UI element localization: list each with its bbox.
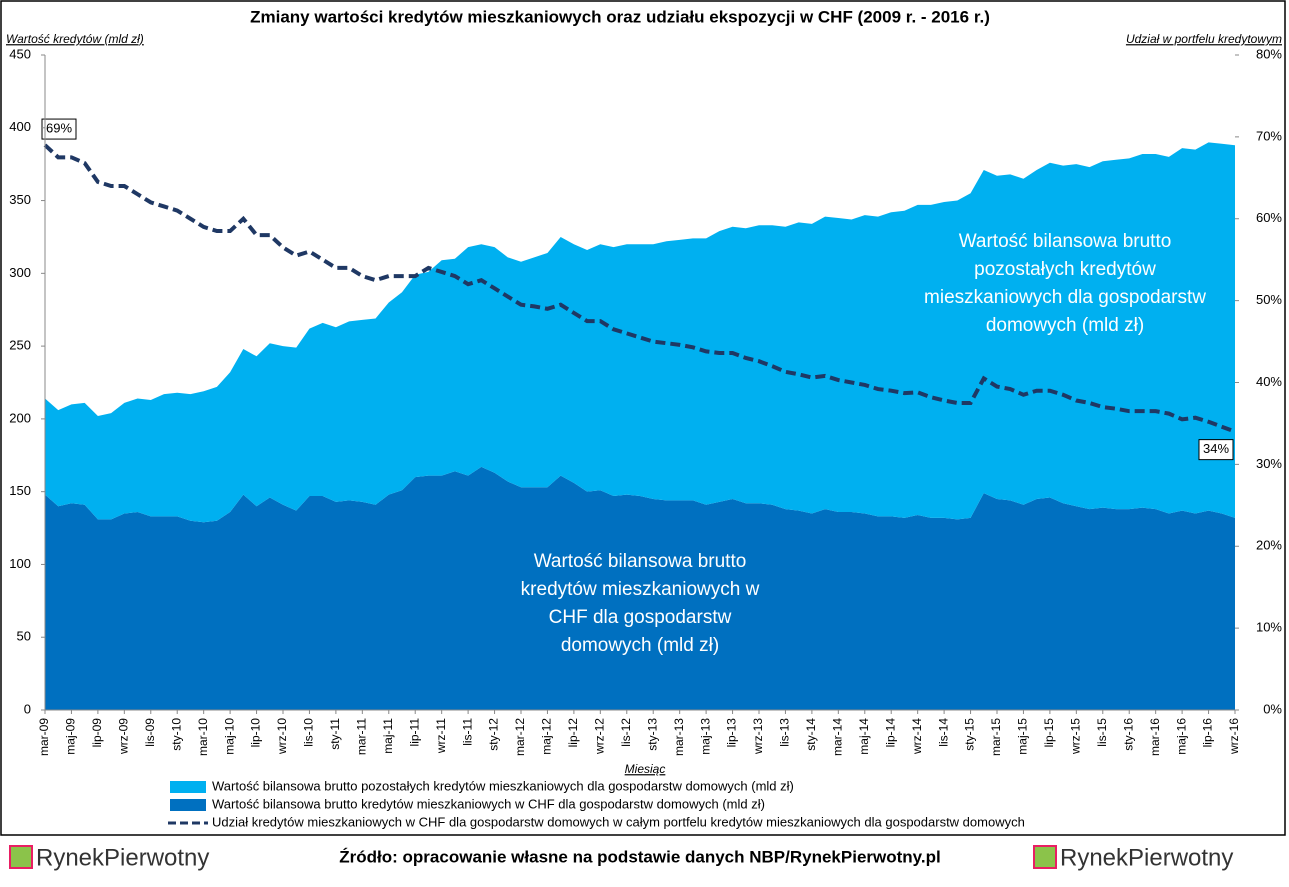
x-tick-label: lip-10 [249, 718, 263, 748]
x-tick-label: sty-10 [169, 718, 183, 751]
logo-icon [9, 845, 33, 869]
x-tick-label: maj-13 [698, 718, 712, 755]
x-tick-label: wrz-09 [117, 718, 131, 755]
x-tick-label: lip-09 [90, 718, 104, 748]
legend-label: Udział kredytów mieszkaniowych w CHF dla… [212, 814, 1025, 829]
x-tick-label: mar-11 [355, 718, 369, 755]
y2-tick-label: 30% [1256, 456, 1282, 471]
x-tick-label: lis-10 [302, 718, 316, 747]
x-tick-label: mar-13 [672, 718, 686, 756]
x-tick-label: wrz-11 [434, 718, 448, 754]
area-annotation: kredytów mieszkaniowych w [521, 579, 760, 600]
y-tick-label: 300 [9, 265, 31, 280]
y2-tick-label: 70% [1256, 128, 1282, 143]
y2-tick-label: 40% [1256, 374, 1282, 389]
chart-title: Zmiany wartości kredytów mieszkaniowych … [250, 7, 990, 26]
legend-label: Wartość bilansowa brutto pozostałych kre… [212, 778, 794, 793]
x-tick-label: sty-16 [1121, 718, 1135, 751]
source: Źródło: opracowanie własne na podstawie … [339, 847, 940, 866]
y-tick-label: 200 [9, 410, 31, 425]
data-label: 34% [1203, 441, 1229, 456]
x-tick-label: lis-12 [619, 718, 633, 747]
x-tick-label: maj-15 [1016, 718, 1030, 755]
area-annotation: CHF dla gospodarstw [549, 607, 732, 628]
x-tick-label: maj-16 [1174, 718, 1188, 755]
y2-tick-label: 80% [1256, 46, 1282, 61]
y2-tick-label: 10% [1256, 620, 1282, 635]
x-tick-label: lip-11 [407, 718, 421, 747]
x-tick-label: lip-12 [566, 718, 580, 748]
area-annotation: mieszkaniowych dla gospodarstw [924, 287, 1206, 308]
logo-icon [1033, 845, 1057, 869]
x-tick-label: maj-10 [222, 718, 236, 755]
y2-tick-label: 60% [1256, 210, 1282, 225]
y2-axis-title: Udział w portfelu kredytowym [1126, 32, 1282, 46]
x-tick-label: sty-11 [328, 718, 342, 750]
x-tick-label: maj-09 [64, 718, 78, 755]
x-tick-label: mar-16 [1148, 718, 1162, 756]
y-tick-label: 100 [9, 556, 31, 571]
y-tick-label: 50 [17, 629, 31, 644]
x-tick-label: sty-13 [645, 718, 659, 751]
x-tick-label: lis-13 [778, 718, 792, 747]
area-annotation: pozostałych kredytów [974, 259, 1156, 280]
area [45, 466, 1235, 710]
logo-text: RynekPierwotny [1060, 844, 1233, 871]
x-tick-label: lip-14 [883, 718, 897, 748]
x-axis-title: Miesiąc [625, 762, 666, 776]
x-tick-label: wrz-14 [910, 718, 924, 755]
data-label-box [1198, 439, 1234, 461]
x-tick-label: mar-14 [831, 718, 845, 756]
y-axis-title: Wartość kredytów (mld zł) [6, 32, 144, 46]
x-tick-label: lip-13 [725, 718, 739, 748]
areas [45, 142, 1235, 710]
logo-text: RynekPierwotny [36, 844, 209, 871]
logo-right: RynekPierwotny [1033, 844, 1233, 871]
y-tick-label: 0 [24, 701, 31, 716]
x-tick-label: lis-15 [1095, 718, 1109, 747]
x-tick-label: lis-09 [143, 718, 157, 747]
y2-tick-label: 50% [1256, 292, 1282, 307]
y-tick-label: 450 [9, 46, 31, 61]
data-label: 69% [46, 121, 72, 136]
x-tick-label: sty-14 [804, 718, 818, 751]
x-tick-label: wrz-15 [1069, 718, 1083, 755]
y-tick-label: 350 [9, 192, 31, 207]
x-tick-label: mar-12 [513, 718, 527, 756]
legend-swatch [170, 781, 206, 793]
data-label-box [41, 118, 77, 140]
area-annotation: domowych (mld zł) [986, 315, 1144, 336]
y-tick-label: 250 [9, 338, 31, 353]
x-tick-label: wrz-16 [1227, 718, 1241, 755]
y2-tick-label: 0% [1263, 701, 1282, 716]
y2-tick-label: 20% [1256, 538, 1282, 553]
legend-swatch [170, 799, 206, 811]
x-tick-label: lis-11 [460, 718, 474, 746]
area-annotation: domowych (mld zł) [561, 635, 719, 656]
x-tick-label: maj-11 [381, 718, 395, 754]
x-tick-label: maj-12 [540, 718, 554, 755]
area-annotation: Wartość bilansowa brutto [959, 231, 1172, 252]
y-tick-label: 400 [9, 119, 31, 134]
x-tick-label: lis-14 [936, 718, 950, 747]
area-annotation: Wartość bilansowa brutto [534, 551, 747, 572]
logo-left: RynekPierwotny [9, 844, 209, 871]
legend-label: Wartość bilansowa brutto kredytów mieszk… [212, 796, 765, 811]
x-tick-label: mar-09 [37, 718, 51, 756]
x-tick-label: mar-15 [989, 718, 1003, 756]
y-tick-label: 150 [9, 483, 31, 498]
x-tick-label: wrz-10 [275, 718, 289, 755]
x-tick-label: sty-12 [487, 718, 501, 751]
line [43, 143, 1236, 434]
x-tick-label: wrz-12 [593, 718, 607, 755]
x-tick-label: lip-15 [1042, 718, 1056, 748]
x-tick-label: maj-14 [857, 718, 871, 755]
x-tick-label: sty-15 [963, 718, 977, 751]
x-tick-label: wrz-13 [751, 718, 765, 755]
area [45, 142, 1235, 523]
x-tick-label: lip-16 [1201, 718, 1215, 748]
x-tick-label: mar-10 [196, 718, 210, 756]
